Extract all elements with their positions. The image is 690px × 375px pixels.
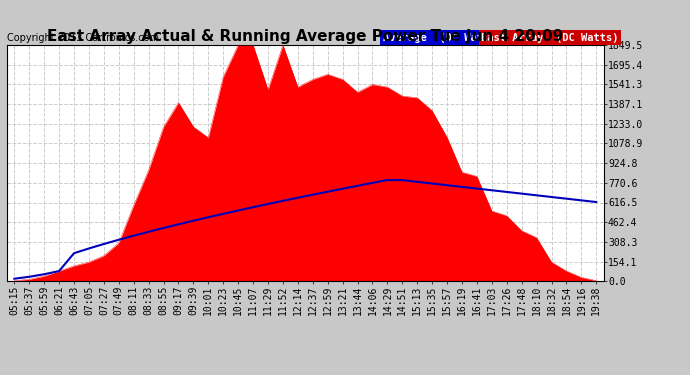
Text: East Array  (DC Watts): East Array (DC Watts) — [482, 33, 619, 43]
Text: Average  (DC Watts): Average (DC Watts) — [383, 33, 502, 43]
Text: Copyright 2013 Cartronics.com: Copyright 2013 Cartronics.com — [7, 33, 159, 43]
Title: East Array Actual & Running Average Power Tue Jun 4 20:09: East Array Actual & Running Average Powe… — [47, 29, 564, 44]
